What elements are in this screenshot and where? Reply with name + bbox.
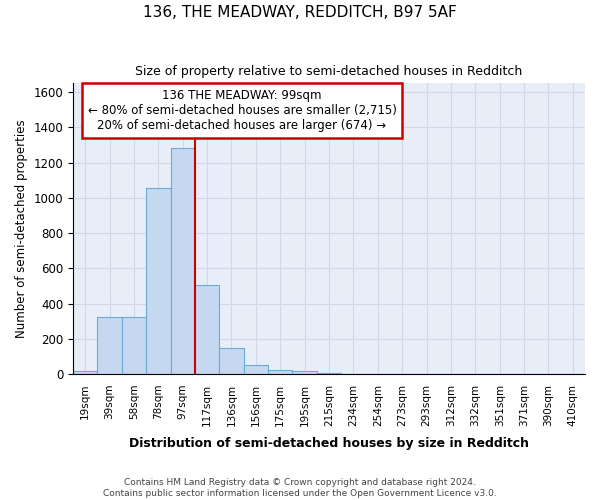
Bar [317, 373, 341, 374]
Bar [268, 370, 292, 374]
Bar [220, 348, 244, 374]
Text: 136, THE MEADWAY, REDDITCH, B97 5AF: 136, THE MEADWAY, REDDITCH, B97 5AF [143, 5, 457, 20]
Y-axis label: Number of semi-detached properties: Number of semi-detached properties [15, 120, 28, 338]
Bar [195, 285, 220, 374]
Text: Contains HM Land Registry data © Crown copyright and database right 2024.
Contai: Contains HM Land Registry data © Crown c… [103, 478, 497, 498]
Bar [73, 372, 97, 374]
Bar [97, 317, 122, 374]
Title: Size of property relative to semi-detached houses in Redditch: Size of property relative to semi-detach… [136, 65, 523, 78]
Bar [122, 317, 146, 374]
Bar [170, 148, 195, 374]
Bar [292, 372, 317, 374]
Text: 136 THE MEADWAY: 99sqm
← 80% of semi-detached houses are smaller (2,715)
20% of : 136 THE MEADWAY: 99sqm ← 80% of semi-det… [88, 89, 397, 132]
Bar [244, 365, 268, 374]
X-axis label: Distribution of semi-detached houses by size in Redditch: Distribution of semi-detached houses by … [129, 437, 529, 450]
Bar [146, 188, 170, 374]
